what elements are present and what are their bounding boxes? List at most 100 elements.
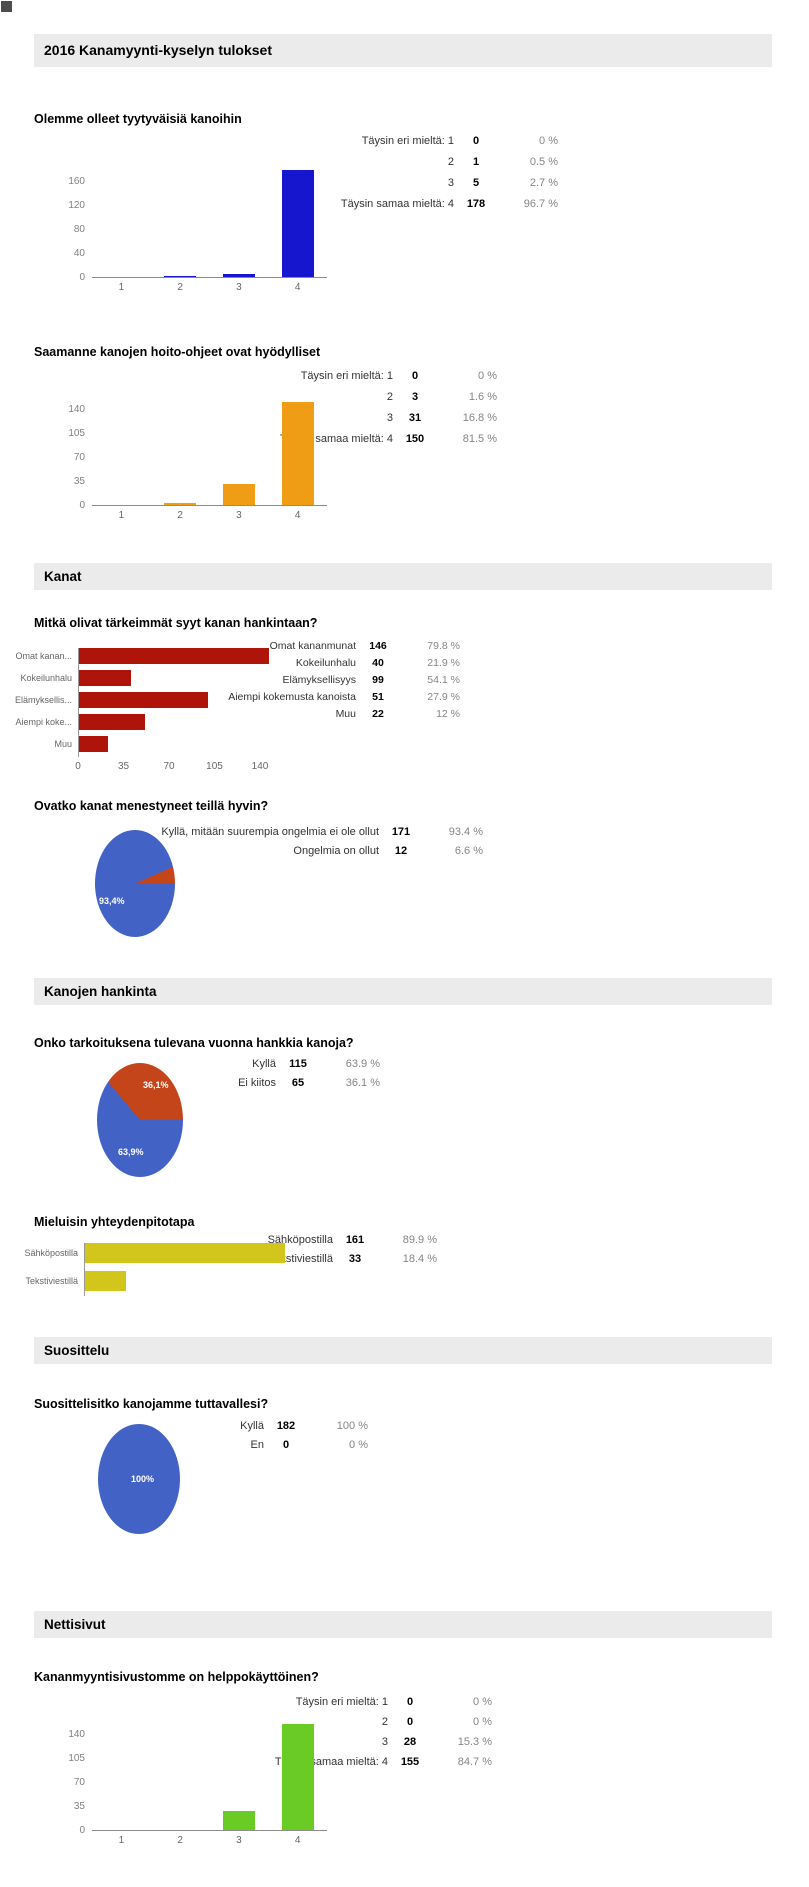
x-tick-label: 1 — [118, 1835, 125, 1846]
stat-pct: 100 % — [336, 1420, 368, 1432]
y-tick-label: 160 — [68, 176, 85, 187]
y-tick-label: 105 — [68, 427, 85, 439]
stat-count: 161 — [345, 1234, 365, 1246]
bar-chart-hoito-ohjeet: 0 35 70 105 140 1 2 3 4 — [56, 392, 356, 532]
stats-table-menestyneet: Kyllä, mitään suurempia ongelmia ei ole … — [140, 823, 483, 861]
hbar-chart-syyt: Omat kanan... Kokeilunhalu Elämyksellis...… — [15, 648, 321, 783]
section-header-kanojen-hankinta: Kanojen hankinta — [34, 978, 772, 1005]
stat-count: 115 — [289, 1058, 307, 1070]
stat-pct: 27.9 % — [427, 691, 460, 703]
stat-pct: 0 % — [349, 1439, 368, 1451]
bar — [281, 1723, 314, 1830]
bar — [222, 274, 255, 277]
stat-count: 31 — [408, 412, 422, 424]
stat-count: 182 — [276, 1420, 296, 1432]
stat-pct: 0.5 % — [529, 156, 558, 168]
bar-chart-tyytyvaisia: 0 40 80 120 160 1 2 3 4 — [56, 164, 356, 304]
category-label: Tekstiviestillä — [25, 1275, 78, 1286]
stat-label: Omat kananmunat — [269, 640, 356, 652]
stat-pct: 36.1 % — [345, 1077, 380, 1089]
x-tick-label: 2 — [177, 1835, 183, 1846]
y-tick-label: 40 — [73, 248, 85, 259]
x-tick-label: 2 — [177, 510, 183, 521]
stat-count: 33 — [348, 1253, 362, 1265]
x-tick-label: 70 — [163, 761, 175, 772]
stat-label: Ei kiitos — [238, 1077, 276, 1089]
stat-label: Kyllä — [240, 1420, 264, 1432]
stat-pct: 16.8 % — [462, 412, 497, 424]
stat-label: Aiempi kokemusta kanoista — [228, 691, 356, 703]
stat-label: 3 — [447, 177, 454, 189]
stat-label: 3 — [386, 412, 393, 424]
y-tick-label: 105 — [68, 1752, 85, 1764]
stat-label: En — [250, 1439, 264, 1451]
category-label: Omat kanan... — [15, 650, 72, 661]
bar — [281, 170, 314, 277]
y-tick-label: 35 — [73, 476, 85, 487]
chart-title-menestyneet: Ovatko kanat menestyneet teillä hyvin? — [34, 799, 269, 813]
stat-label: Ongelmia on ollut — [293, 845, 379, 857]
stat-pct: 21.9 % — [427, 657, 460, 669]
stat-count: 65 — [291, 1077, 305, 1089]
stat-label: 2 — [386, 391, 393, 403]
x-tick-label: 3 — [236, 510, 242, 521]
x-tick-label: 3 — [236, 1835, 242, 1846]
x-axis-labels: 1 2 3 4 — [92, 1835, 327, 1849]
bar — [79, 692, 208, 708]
pie-slice-label: 63,9% — [118, 1147, 144, 1157]
stat-pct: 1.6 % — [468, 391, 497, 403]
stat-label: Täysin samaa mieltä: 4 — [340, 198, 454, 210]
stat-label: 3 — [381, 1736, 388, 1748]
x-tick-label: 35 — [117, 761, 130, 772]
stat-pct: 84.7 % — [457, 1756, 492, 1768]
y-tick-label: 70 — [73, 451, 85, 463]
x-tick-label: 4 — [294, 282, 301, 293]
bar — [281, 402, 314, 505]
stat-count: 1 — [472, 156, 480, 168]
stat-pct: 0 % — [473, 1716, 492, 1728]
stat-label: Kokeilunhalu — [295, 657, 356, 669]
x-tick-label: 4 — [294, 1835, 301, 1846]
stat-count: 5 — [472, 177, 480, 189]
category-label: Aiempi koke... — [15, 716, 72, 727]
x-tick-label: 0 — [75, 761, 81, 772]
stat-count: 178 — [466, 198, 486, 210]
x-tick-label: 105 — [206, 761, 223, 772]
y-axis-labels: 0 35 70 105 140 — [56, 392, 85, 511]
bar — [164, 276, 197, 277]
pie-slice-label: 93,4% — [99, 896, 125, 906]
bar — [222, 1810, 255, 1830]
x-tick-label: 1 — [118, 510, 125, 521]
stat-pct: 6.6 % — [454, 845, 483, 857]
stat-count: 150 — [405, 433, 425, 445]
category-label: Kokeilunhalu — [20, 672, 72, 683]
stat-pct: 81.5 % — [462, 433, 497, 445]
y-tick-label: 140 — [68, 1728, 85, 1740]
chart-title-suosittelisitko: Suosittelisitko kanojamme tuttavallesi? — [34, 1397, 269, 1411]
stat-pct: 2.7 % — [529, 177, 558, 189]
stat-count: 146 — [369, 640, 387, 652]
chart-title-yhteydenpito: Mieluisin yhteydenpitotapa — [34, 1215, 195, 1229]
stat-count: 40 — [372, 657, 384, 669]
stat-pct: 12 % — [436, 708, 460, 720]
stat-label: Täysin eri mieltä: 1 — [361, 135, 454, 147]
bar-chart-helppokayttoinen: 0 35 70 105 140 1 2 3 4 — [56, 1717, 356, 1857]
y-axis-labels: 0 40 80 120 160 — [56, 164, 85, 283]
stats-table-suosittelisitko: Kyllä 182 100 % En 0 0 % — [168, 1417, 368, 1455]
pie-chart-suosittelisitko: 100% — [98, 1424, 180, 1534]
stat-pct: 15.3 % — [457, 1736, 492, 1748]
plot-area — [92, 164, 327, 278]
bar — [79, 714, 146, 730]
stat-count: 0 — [406, 1696, 414, 1708]
stat-pct: 18.4 % — [402, 1253, 437, 1265]
chart-title-hankkia: Onko tarkoituksena tulevana vuonna hankk… — [34, 1036, 354, 1050]
chart-title-tyytyvaisia: Olemme olleet tyytyväisiä kanoihin — [34, 112, 242, 126]
stat-label: 2 — [381, 1716, 388, 1728]
pie-chart-menestyneet: 93,4% — [95, 830, 175, 937]
x-tick-label: 4 — [294, 510, 301, 521]
stat-count: 155 — [400, 1756, 420, 1768]
stat-count: 171 — [391, 826, 411, 838]
x-tick-label: 3 — [236, 282, 242, 293]
plot-area — [92, 392, 327, 506]
stat-label: Täysin eri mieltä: 1 — [300, 370, 393, 382]
